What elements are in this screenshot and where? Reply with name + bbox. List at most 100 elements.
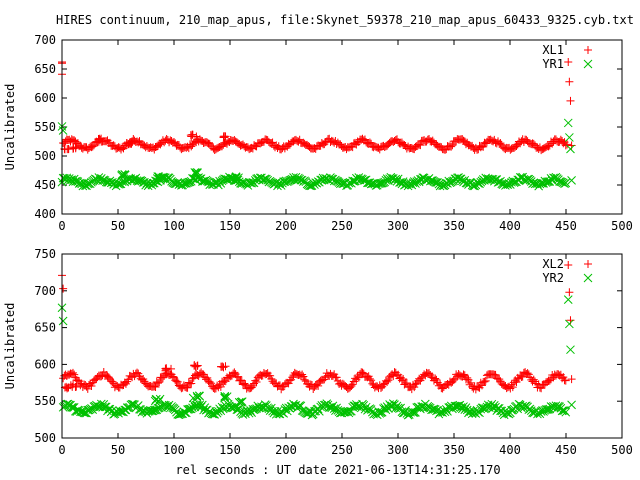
data-point	[563, 295, 573, 304]
data-point	[295, 401, 305, 410]
legend-marker	[584, 46, 592, 54]
data-point	[563, 118, 573, 128]
y-tick-label: 450	[34, 178, 56, 192]
data-point	[152, 394, 161, 404]
data-point	[565, 319, 574, 329]
data-point	[58, 126, 68, 135]
legend-marker	[584, 260, 592, 268]
data-point	[58, 316, 68, 326]
data-point	[558, 406, 568, 415]
data-point	[459, 370, 468, 379]
data-point	[526, 177, 536, 186]
data-point	[466, 378, 475, 387]
data-point	[561, 178, 571, 188]
data-point	[467, 409, 477, 419]
x-tick-label: 200	[275, 219, 297, 233]
data-point	[236, 397, 246, 407]
data-point	[158, 373, 167, 382]
data-point	[156, 140, 165, 149]
x-tick-label: 300	[387, 443, 409, 457]
data-point	[305, 181, 314, 191]
series-YR2	[57, 295, 576, 420]
x-tick-label: 350	[443, 219, 465, 233]
data-point	[332, 373, 341, 382]
data-point	[221, 132, 230, 141]
data-point	[187, 379, 196, 388]
data-point	[473, 179, 483, 188]
data-point	[567, 176, 576, 185]
data-point	[78, 181, 88, 191]
data-point	[565, 77, 574, 86]
data-point	[310, 180, 319, 189]
x-tick-label: 300	[387, 219, 409, 233]
data-point	[298, 370, 307, 379]
data-point	[565, 288, 574, 297]
y-tick-label: 550	[34, 394, 56, 408]
data-point	[220, 391, 230, 401]
lower-panel: 0 50 100 150 200 250 300 350 400 450 500 500 550 600 6…	[3, 247, 633, 457]
data-point	[179, 179, 189, 188]
data-point	[563, 140, 572, 149]
x-tick-label: 200	[275, 443, 297, 457]
x-tick-label: 450	[555, 443, 577, 457]
data-point	[246, 178, 255, 188]
data-point	[552, 403, 562, 413]
data-point	[98, 403, 107, 412]
legend-label: YR2	[542, 271, 564, 285]
y-tick-label: 400	[34, 207, 56, 221]
upper-panel: 0 50 100 150 200 250 300 350 400 450 500 400 450 500 5…	[3, 33, 633, 233]
data-point	[354, 373, 363, 382]
data-point	[231, 172, 241, 181]
data-point	[448, 141, 457, 150]
data-point	[252, 377, 261, 386]
data-point	[288, 373, 297, 382]
data-point	[561, 376, 570, 385]
data-point	[108, 377, 117, 386]
data-point	[183, 405, 192, 414]
x-tick-label: 100	[163, 219, 185, 233]
legend-label: YR1	[542, 57, 564, 71]
data-point	[246, 406, 255, 415]
data-point	[240, 379, 249, 388]
y-tick-label: 750	[34, 247, 56, 261]
data-point	[192, 132, 201, 141]
data-point	[192, 167, 202, 177]
data-point	[142, 178, 152, 188]
y-tick-label: 500	[34, 149, 56, 163]
plot-frame	[61, 39, 623, 215]
data-point	[155, 378, 164, 387]
data-point	[358, 368, 367, 377]
data-point	[117, 170, 127, 179]
data-point	[205, 377, 214, 386]
data-point	[564, 58, 573, 67]
data-point	[191, 362, 200, 371]
data-point	[447, 142, 456, 151]
x-tick-label: 150	[219, 219, 241, 233]
data-point	[162, 365, 171, 374]
legend-label: XL1	[542, 43, 564, 57]
data-point	[147, 406, 157, 416]
data-point	[320, 375, 329, 384]
data-point	[128, 138, 137, 147]
data-point	[516, 139, 525, 148]
y-tick-label: 700	[34, 284, 56, 298]
x-tick-label: 250	[331, 219, 353, 233]
data-point	[155, 394, 165, 404]
data-point	[79, 408, 89, 418]
data-point	[395, 178, 404, 187]
data-point	[68, 368, 77, 377]
data-point	[347, 381, 356, 390]
data-point	[203, 373, 212, 382]
data-point	[59, 284, 68, 293]
data-point	[399, 375, 408, 384]
y-axis-label: Uncalibrated	[3, 84, 17, 171]
data-point	[153, 379, 162, 388]
legend-marker	[583, 59, 593, 69]
x-tick-label: 100	[163, 443, 185, 457]
data-point	[220, 393, 229, 403]
data-point	[234, 173, 243, 183]
x-tick-label: 450	[555, 219, 577, 233]
data-point	[416, 141, 425, 150]
data-point	[95, 134, 104, 143]
